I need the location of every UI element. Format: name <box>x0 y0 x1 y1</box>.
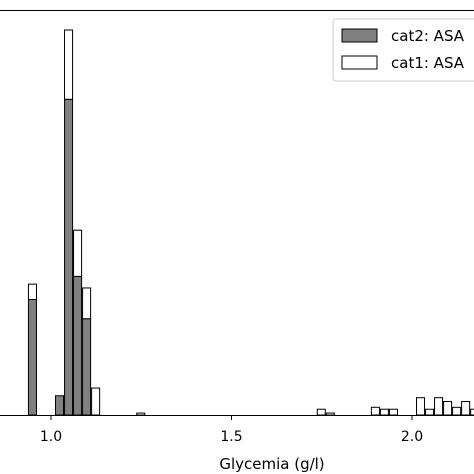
bar-cat1 <box>27 283 37 301</box>
bar-cat1 <box>91 387 101 416</box>
bar-cat2 <box>64 98 74 416</box>
bar-cat1 <box>470 408 474 416</box>
bar-cat2 <box>55 395 65 416</box>
legend-swatch-cat1 <box>341 55 378 70</box>
bar-cat2 <box>73 275 83 416</box>
bar-cat2 <box>82 318 92 416</box>
x-tick-label: 2.0 <box>401 429 423 445</box>
bar-cat1 <box>388 408 398 416</box>
bar-cat2 <box>27 299 37 416</box>
bar-cat1 <box>82 287 92 320</box>
legend-label-cat1: cat1: ASA <box>391 54 465 72</box>
x-axis-label: Glycemia (g/l) <box>219 455 324 473</box>
legend-label-cat2: cat2: ASA <box>391 27 465 45</box>
bar-cat1 <box>379 408 389 416</box>
bar-cat1 <box>416 397 426 416</box>
x-tick-label: 1.5 <box>220 429 242 445</box>
legend-swatch-cat2 <box>341 28 378 43</box>
bar-cat1 <box>425 408 435 416</box>
bar-cat1 <box>443 401 453 416</box>
x-ticks: 1.01.52.02.53.0 <box>40 415 423 445</box>
bar-cat1 <box>434 397 444 416</box>
legend: cat2: ASA cat1: ASA <box>332 18 474 82</box>
x-tick-label: 1.0 <box>40 429 62 445</box>
bar-cat1 <box>452 406 462 416</box>
bar-cat1 <box>316 408 326 416</box>
bar-cat1 <box>136 412 146 416</box>
bar-cat1 <box>370 406 380 416</box>
bar-cat1 <box>461 401 471 416</box>
bar-cat1 <box>64 29 74 100</box>
bar-cat1 <box>325 412 335 416</box>
bar-cat1 <box>73 229 83 277</box>
axes <box>0 10 474 416</box>
